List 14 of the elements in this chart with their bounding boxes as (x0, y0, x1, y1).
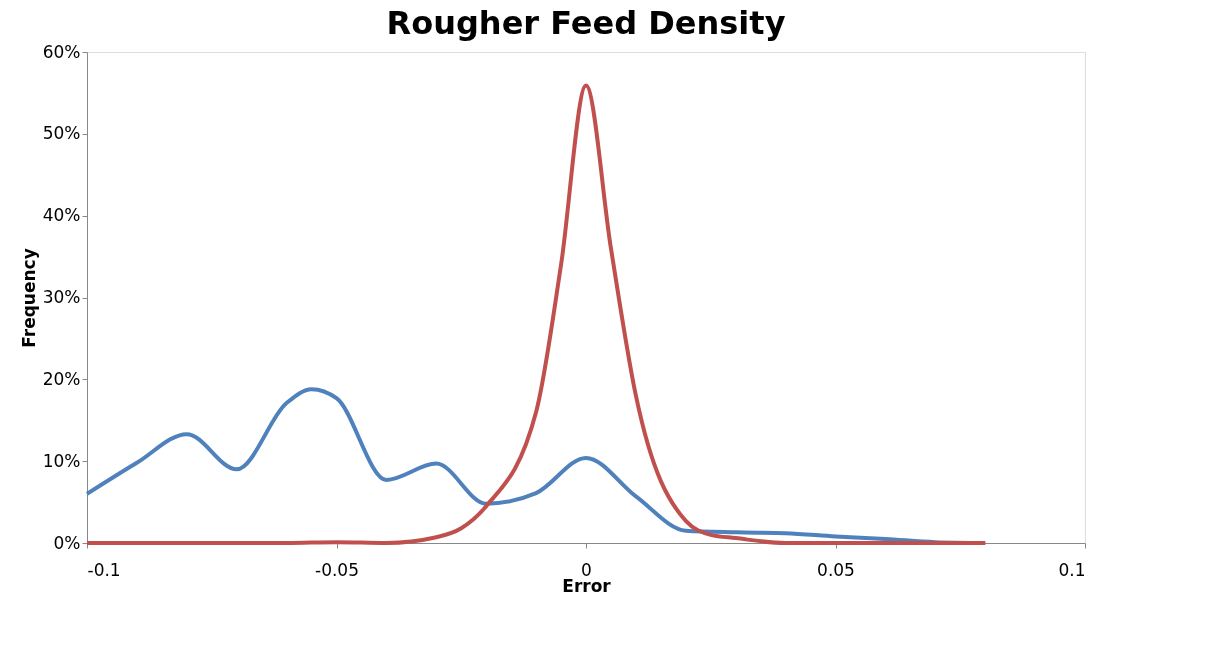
line-series (85, 83, 988, 545)
y-tick-label: 0% (53, 532, 81, 553)
y-tick-label: 30% (42, 287, 81, 307)
y-tick-label: 40% (42, 205, 81, 226)
y-tick-label: 60% (42, 41, 81, 62)
chart-title: Rougher Feed Density (386, 4, 786, 42)
y-axis-title: Frequency (18, 248, 39, 348)
y-tick-label: 10% (42, 450, 81, 471)
x-tick-label: -0.05 (315, 559, 359, 580)
x-tick-label: 0.05 (817, 559, 855, 580)
y-tick-label: 50% (42, 123, 81, 144)
x-tick-label: -0.1 (87, 559, 121, 580)
x-tick-label: 0.1 (1058, 559, 1086, 580)
y-tick-label: 20% (42, 368, 81, 389)
